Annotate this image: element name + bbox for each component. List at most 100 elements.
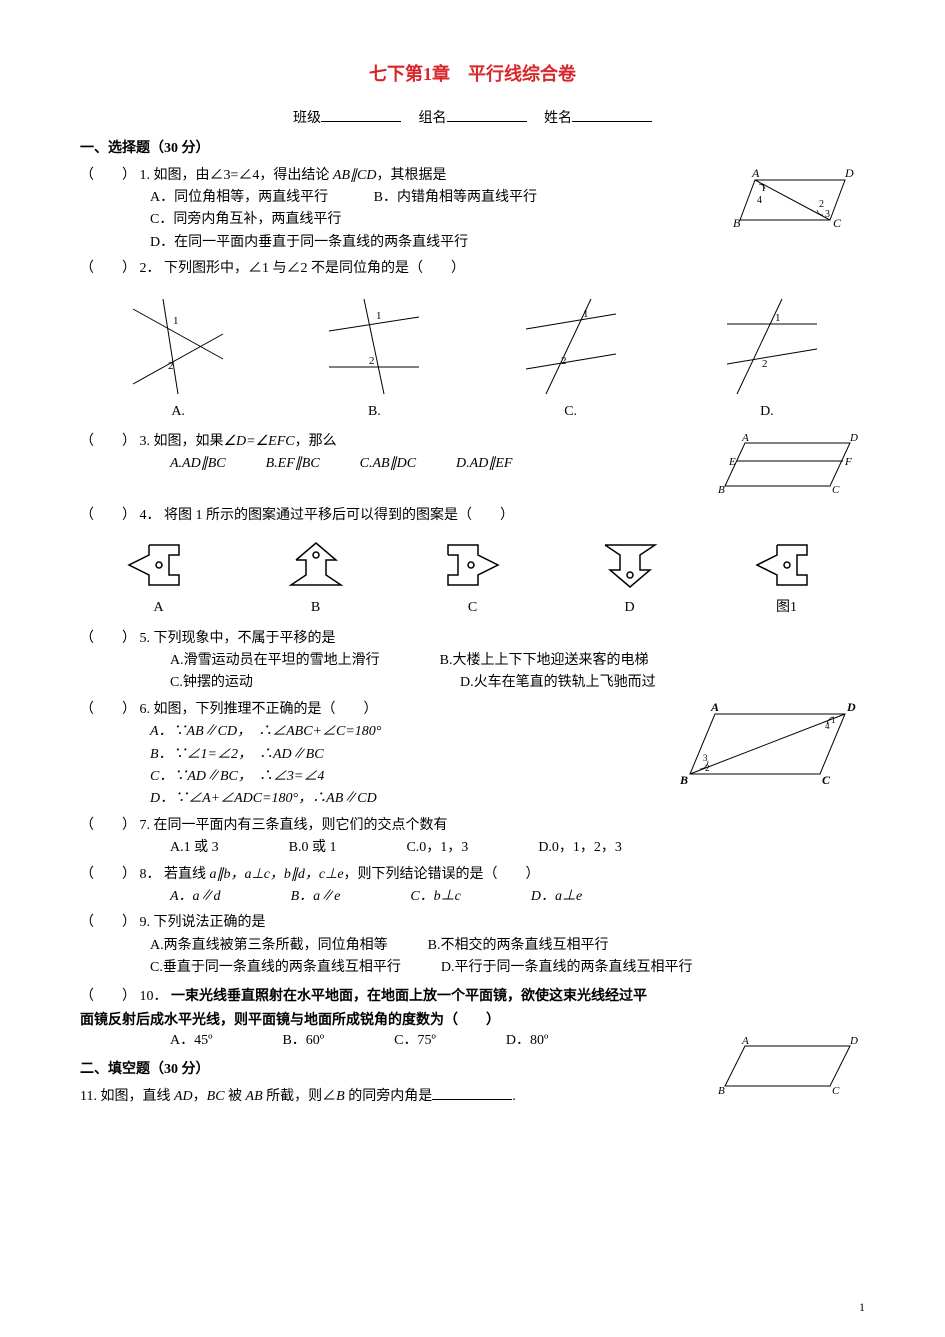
q7-opt-d: D.0，1，2，3 [538, 837, 622, 859]
q2-label-c: C. [511, 401, 631, 423]
svg-text:B: B [718, 484, 725, 496]
svg-text:4: 4 [757, 195, 762, 206]
group-label: 组名 [419, 111, 447, 126]
page-title: 七下第1章 平行线综合卷 [80, 60, 865, 89]
class-blank[interactable] [321, 107, 401, 122]
q3-opt-c: C.AB∥DC [360, 453, 416, 475]
question-3: A D B C E F （ ） 3. 如图，如果∠D=∠EFC，那么 A.AD∥… [80, 431, 865, 501]
svg-text:2: 2 [561, 355, 567, 367]
q10-opt-a: A．45º [170, 1030, 212, 1052]
svg-text:A: A [741, 432, 749, 444]
q10-stem2: 面镜反射后成水平光线，则平面镜与地面所成锐角的度数为（ ） [80, 1008, 865, 1030]
q4-fig-a: A [119, 535, 199, 619]
q2-label-a: A. [118, 401, 238, 423]
q4-fig-1: 图1 [747, 535, 827, 619]
q5-opt-b: B.大楼上上下下地迎送来客的电梯 [440, 650, 649, 672]
q3-stem-post: ，那么 [295, 434, 337, 449]
q8-stem-post: ，则下列结论错误的是（ ） [344, 867, 540, 882]
q8-opt-b: B．a∥e [291, 886, 341, 908]
q4-label-1: 图1 [747, 597, 827, 619]
q10-opt-c: C．75º [394, 1030, 436, 1052]
svg-text:C: C [832, 484, 840, 496]
q5-paren[interactable]: （ ） [80, 631, 136, 646]
svg-text:D: D [846, 700, 856, 714]
q9-paren[interactable]: （ ） [80, 915, 136, 930]
q4-label-d: D [590, 597, 670, 619]
q1-paren[interactable]: （ ） [80, 168, 136, 183]
question-5: （ ） 5. 下列现象中，不属于平移的是 A.滑雪运动员在平坦的雪地上滑行 B.… [80, 628, 865, 695]
q4-num: 4． [140, 508, 161, 523]
q9-opt-b: B.不相交的两条直线互相平行 [428, 935, 609, 957]
q9-num: 9. [140, 915, 151, 930]
q1-stem-italic: AB∥CD [333, 168, 377, 183]
q4-fig-d: D [590, 535, 670, 619]
question-4: （ ） 4． 将图 1 所示的图案通过平移后可以得到的图案是（ ） [80, 505, 865, 527]
title-chapter: 1 [423, 64, 432, 84]
svg-text:C: C [822, 773, 831, 787]
q8-paren[interactable]: （ ） [80, 867, 136, 882]
q2-fig-a: 1 2 A. [118, 289, 238, 423]
q5-stem: 下列现象中，不属于平移的是 [154, 631, 336, 646]
q3-stem-ital: ∠D=∠EFC [224, 434, 295, 449]
q11-blank[interactable] [432, 1085, 512, 1100]
q10-opt-b: B．60º [282, 1030, 324, 1052]
q11-ital1: AD [174, 1089, 193, 1104]
q2-figures: 1 2 A. 1 2 B. 1 2 C. 1 2 D [80, 289, 865, 423]
q2-fig-b: 1 2 B. [314, 289, 434, 423]
svg-text:B: B [733, 216, 741, 230]
name-blank[interactable] [572, 107, 652, 122]
section-1-heading: 一、选择题（30 分） [80, 138, 865, 160]
q4-label-a: A [119, 597, 199, 619]
q11-num: 11. [80, 1089, 97, 1104]
q8-stem-ital: a∥b，a⊥c，b∥d，c⊥e [210, 867, 344, 882]
svg-text:1: 1 [173, 315, 179, 327]
q7-stem: 在同一平面内有三条直线，则它们的交点个数有 [154, 818, 448, 833]
question-9: （ ） 9. 下列说法正确的是 A.两条直线被第三条所截，同位角相等 B.不相交… [80, 912, 865, 979]
svg-text:A: A [710, 700, 719, 714]
question-1: A D B C 1 4 2 3 （ ） 1. 如图，由∠3=∠4，得出结论 AB… [80, 165, 865, 255]
q3-opt-d: D.AD∥EF [456, 453, 512, 475]
q6-paren[interactable]: （ ） [80, 702, 136, 717]
title-prefix: 七下第 [369, 64, 423, 84]
q9-opt-c: C.垂直于同一条直线的两条直线互相平行 [150, 957, 401, 979]
q7-opt-a: A.1 或 3 [170, 837, 219, 859]
q11-ital3: AB [246, 1089, 263, 1104]
q11-stem-pre: 如图，直线 [100, 1089, 174, 1104]
q3-num: 3. [140, 434, 151, 449]
question-11: 11. 如图，直线 AD，BC 被 AB 所截，则∠B 的同旁内角是. [80, 1085, 865, 1108]
q3-opt-b: B.EF∥BC [266, 453, 320, 475]
q2-label-b: B. [314, 401, 434, 423]
q5-opt-d: D.火车在笔直的铁轨上飞驰而过 [460, 672, 656, 694]
q10-paren[interactable]: （ ） [80, 989, 136, 1004]
svg-text:D: D [844, 166, 854, 180]
svg-text:3: 3 [825, 209, 830, 220]
q7-opt-b: B.0 或 1 [289, 837, 337, 859]
svg-text:2: 2 [369, 355, 375, 367]
title-suffix: 章 平行线综合卷 [432, 64, 576, 84]
q4-paren[interactable]: （ ） [80, 508, 136, 523]
q3-paren[interactable]: （ ） [80, 434, 136, 449]
svg-text:1: 1 [376, 310, 382, 322]
q11-mid2: 被 [225, 1089, 246, 1104]
q2-fig-d: 1 2 D. [707, 289, 827, 423]
q6-stem: 如图，下列推理不正确的是（ ） [154, 702, 378, 717]
q4-stem: 将图 1 所示的图案通过平移后可以得到的图案是（ ） [164, 508, 514, 523]
svg-text:B: B [679, 773, 688, 787]
q7-paren[interactable]: （ ） [80, 818, 136, 833]
q11-tail: . [512, 1089, 516, 1104]
q1-stem: 如图，由∠3=∠4，得出结论 [154, 168, 333, 183]
group-blank[interactable] [447, 107, 527, 122]
q11-ital2: BC [207, 1089, 225, 1104]
svg-text:2: 2 [819, 199, 824, 210]
q8-opt-d: D．a⊥e [531, 886, 582, 908]
q10-opt-d: D．80º [506, 1030, 548, 1052]
q8-opt-a: A．a∥d [170, 886, 221, 908]
svg-text:1: 1 [583, 308, 589, 320]
q9-opt-a: A.两条直线被第三条所截，同位角相等 [150, 935, 388, 957]
q3-stem-pre: 如图，如果 [154, 434, 224, 449]
q8-stem-pre: 若直线 [164, 867, 210, 882]
q2-paren[interactable]: （ ） [80, 261, 136, 276]
svg-text:1: 1 [775, 312, 781, 324]
q2-stem: 下列图形中，∠1 与∠2 不是同位角的是（ ） [164, 261, 465, 276]
q5-opt-a: A.滑雪运动员在平坦的雪地上滑行 [170, 650, 380, 672]
